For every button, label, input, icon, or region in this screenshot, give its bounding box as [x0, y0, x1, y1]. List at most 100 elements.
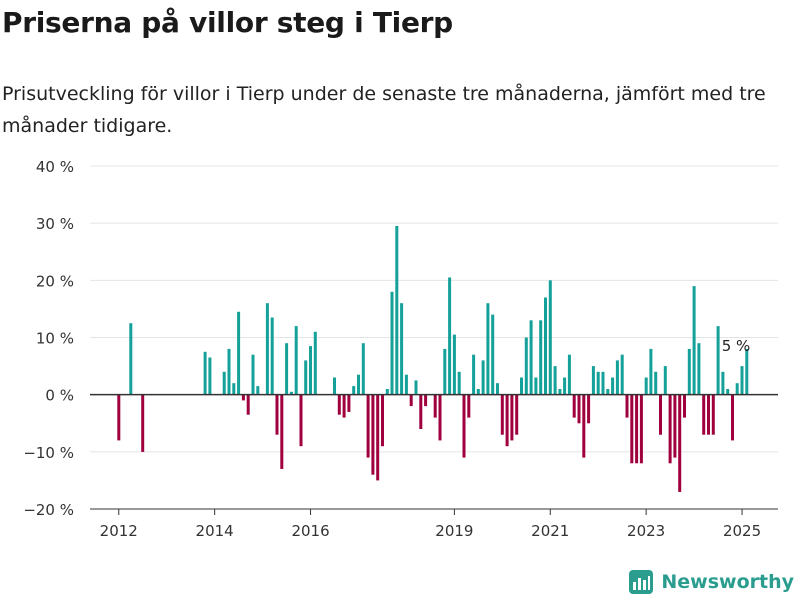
x-tick-label: 2021: [531, 522, 569, 540]
bar: [390, 291, 394, 395]
brand-name: Newsworthy: [661, 571, 794, 593]
bar: [448, 277, 452, 395]
bar: [491, 314, 495, 395]
bar: [462, 394, 466, 458]
bar: [404, 374, 408, 395]
y-tick-label: 40 %: [36, 158, 74, 176]
bar: [572, 394, 576, 418]
y-tick-label: −10 %: [23, 444, 74, 462]
bar: [615, 360, 619, 395]
brand-logo: Newsworthy: [629, 570, 794, 594]
bar: [577, 394, 581, 424]
bar: [735, 383, 739, 395]
chart-subtitle: Prisutveckling för villor i Tierp under …: [2, 83, 766, 137]
bar: [361, 343, 365, 395]
bar: [294, 326, 298, 395]
y-tick-label: 20 %: [36, 272, 74, 290]
bar: [395, 226, 399, 395]
bar: [400, 303, 404, 395]
bar: [567, 354, 571, 395]
x-tick-label: 2014: [196, 522, 234, 540]
bar: [452, 334, 456, 395]
bar: [548, 280, 552, 395]
bar: [352, 386, 356, 395]
bar: [582, 394, 586, 458]
bar: [539, 320, 543, 395]
bar: [433, 394, 437, 418]
y-tick-label: 10 %: [36, 330, 74, 348]
bar: [515, 394, 519, 435]
bar: [726, 389, 730, 395]
annotations: 5 %: [722, 337, 751, 355]
bar: [654, 371, 658, 395]
bar-chart: −20 % −10 % 0 % 10 % 20 % 30 % 40 % 2012 2014 20…: [23, 158, 778, 540]
bar: [745, 348, 749, 395]
bar: [620, 354, 624, 395]
bar: [644, 377, 648, 395]
bar: [337, 394, 341, 415]
bar: [591, 366, 595, 395]
bar: [419, 394, 423, 429]
bar: [438, 394, 442, 441]
chart-title: Priserna på villor steg i Tierp: [2, 6, 453, 39]
y-tick-label: 0 %: [45, 387, 74, 405]
bar: [313, 331, 317, 395]
bar: [721, 371, 725, 395]
bar: [467, 394, 471, 418]
bar: [692, 286, 696, 395]
bar: [668, 394, 672, 464]
bar: [678, 394, 682, 492]
bar: [246, 394, 250, 415]
bar: [309, 346, 312, 395]
bar: [639, 394, 643, 464]
bar: [424, 394, 428, 407]
bar: [275, 394, 279, 435]
bar: [457, 371, 461, 395]
bar: [649, 348, 653, 395]
bar: [285, 343, 289, 395]
bars: [117, 226, 749, 492]
bar: [544, 297, 547, 395]
bar: [558, 389, 562, 395]
bar: [702, 394, 706, 435]
bar: [227, 348, 231, 395]
bar: [673, 394, 677, 458]
y-tick-label: −20 %: [23, 501, 74, 519]
bar: [534, 377, 538, 395]
bar: [659, 394, 662, 435]
bar: [529, 320, 533, 395]
x-tick-label: 2023: [627, 522, 665, 540]
y-tick-label: 30 %: [36, 215, 74, 233]
bar: [409, 394, 413, 407]
bar: [611, 377, 615, 395]
bar: [241, 394, 245, 401]
bar: [289, 391, 293, 395]
newsworthy-logo-icon: [629, 570, 654, 594]
bar: [524, 337, 528, 395]
x-tick-label: 2012: [100, 522, 138, 540]
bar: [117, 394, 121, 441]
x-tick-label: 2025: [723, 522, 761, 540]
bar: [553, 366, 557, 395]
bar: [500, 394, 504, 435]
x-axis: 2012 2014 2016 2019 2021 2023 2025: [90, 393, 778, 540]
bar: [472, 354, 476, 395]
bar: [333, 377, 336, 395]
bar: [141, 394, 145, 452]
bar: [342, 394, 346, 418]
bar: [270, 317, 274, 395]
bar: [683, 394, 686, 418]
bar: [505, 394, 509, 447]
bar: [280, 394, 284, 469]
bar: [232, 383, 236, 395]
bar: [414, 380, 418, 395]
bar: [251, 354, 255, 395]
x-tick-label: 2019: [435, 522, 473, 540]
bar: [347, 394, 351, 412]
bar: [601, 371, 605, 395]
bar: [265, 303, 269, 395]
bar: [385, 389, 389, 395]
bar: [304, 360, 308, 395]
bar: [129, 323, 133, 395]
bar: [222, 371, 226, 395]
